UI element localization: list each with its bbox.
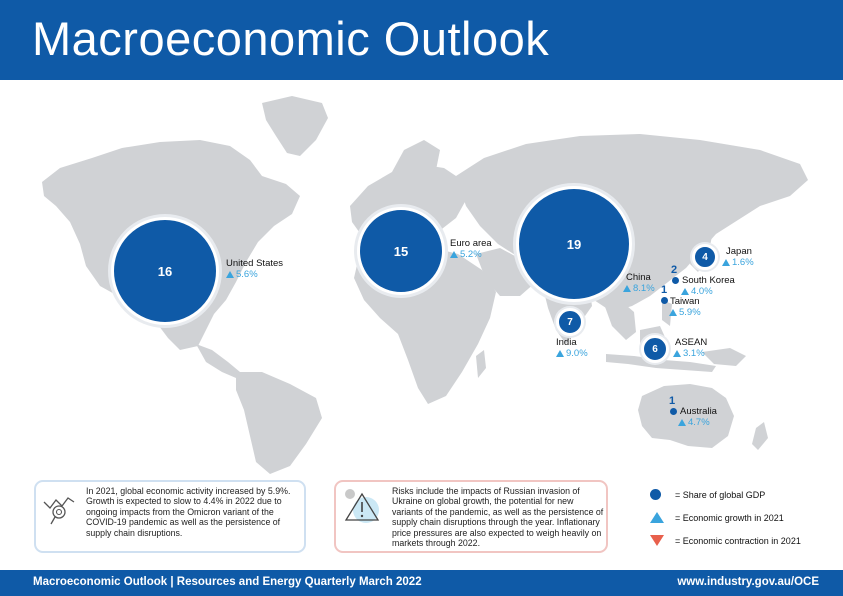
taiwan-growth: 5.9%	[669, 307, 701, 318]
south-america-shape	[236, 372, 322, 474]
asean-growth: 3.1%	[673, 348, 705, 359]
se-asia-shape	[604, 300, 636, 340]
taiwan-dot	[661, 297, 668, 304]
madagascar-shape	[476, 350, 486, 378]
legend-contraction-label: = Economic contraction in 2021	[675, 535, 801, 546]
activity-note-box	[34, 480, 306, 553]
growth-triangle-icon	[650, 512, 664, 523]
taiwan-label: Taiwan	[670, 296, 700, 307]
japan-label: Japan	[726, 246, 752, 257]
australia-growth-value: 4.7%	[688, 417, 710, 428]
growth-up-icon	[450, 251, 458, 258]
korea-share: 2	[671, 264, 678, 276]
legend-growth-label: = Economic growth in 2021	[675, 512, 784, 523]
india-growth-value: 9.0%	[566, 348, 588, 359]
growth-up-icon	[722, 259, 730, 266]
economic-activity-icon	[43, 497, 75, 525]
euro-growth-value: 5.2%	[460, 249, 482, 260]
legend-contraction: = Economic contraction in 2021	[650, 535, 801, 546]
legend-growth: = Economic growth in 2021	[650, 512, 784, 523]
euro-label: Euro area	[450, 238, 492, 249]
india-growth: 9.0%	[556, 348, 588, 359]
growth-up-icon	[673, 350, 681, 357]
china-gdp-share-bubble: 19	[516, 186, 632, 302]
legend-share: = Share of global GDP	[650, 489, 765, 500]
risks-note-text: Risks include the impacts of Russian inv…	[392, 486, 604, 549]
australia-dot	[670, 408, 677, 415]
asean-gdp-share-bubble: 6	[641, 335, 669, 363]
korea-dot	[672, 277, 679, 284]
new-guinea-shape	[702, 348, 746, 366]
contraction-triangle-icon	[650, 535, 664, 546]
korea-growth-value: 4.0%	[691, 286, 713, 297]
china-growth: 8.1%	[623, 283, 655, 294]
china-label: China	[626, 272, 651, 283]
risks-note-box	[334, 480, 608, 553]
footer-bar: Macroeconomic Outlook | Resources and En…	[0, 570, 843, 596]
us-gdp-share-bubble: 16	[111, 217, 219, 325]
china-growth-value: 8.1%	[633, 283, 655, 294]
korea-label: South Korea	[682, 275, 735, 286]
growth-up-icon	[681, 288, 689, 295]
japan-gdp-share-bubble: 4	[692, 244, 718, 270]
taiwan-growth-value: 5.9%	[679, 307, 701, 318]
growth-up-icon	[678, 419, 686, 426]
australia-growth: 4.7%	[678, 417, 710, 428]
footer-website-link[interactable]: www.industry.gov.au/OCE	[677, 576, 819, 588]
euro-gdp-share-bubble: 15	[357, 207, 445, 295]
scandinavia-shape	[392, 140, 440, 176]
gdp-share-circle-icon	[650, 489, 661, 500]
india-gdp-share-bubble: 7	[556, 308, 584, 336]
asean-growth-value: 3.1%	[683, 348, 705, 359]
risk-warning-icon	[344, 489, 380, 523]
taiwan-share: 1	[661, 284, 668, 296]
australia-share: 1	[669, 395, 676, 407]
activity-note-text: In 2021, global economic activity increa…	[86, 486, 291, 538]
euro-growth: 5.2%	[450, 249, 482, 260]
korea-growth: 4.0%	[681, 286, 713, 297]
australia-label: Australia	[680, 406, 717, 417]
central-america-shape	[196, 344, 240, 378]
growth-up-icon	[556, 350, 564, 357]
footer-title: Macroeconomic Outlook | Resources and En…	[33, 576, 422, 588]
asean-label: ASEAN	[675, 337, 708, 348]
growth-up-icon	[623, 285, 631, 292]
greenland-shape	[262, 96, 328, 156]
us-growth-value: 5.6%	[236, 269, 258, 280]
japan-growth-value: 1.6%	[732, 257, 754, 268]
india-label: India	[556, 337, 577, 348]
header-banner: Macroeconomic Outlook	[0, 0, 843, 80]
uk-shape	[356, 192, 372, 214]
growth-up-icon	[226, 271, 234, 278]
australia-shape	[638, 384, 734, 448]
legend-share-label: = Share of global GDP	[675, 489, 766, 500]
philippines-shape	[662, 300, 672, 326]
new-zealand-shape	[752, 422, 768, 450]
growth-up-icon	[669, 309, 677, 316]
page-title: Macroeconomic Outlook	[32, 12, 550, 65]
us-growth: 5.6%	[226, 269, 258, 280]
japan-growth: 1.6%	[722, 257, 754, 268]
us-label: United States	[226, 258, 284, 269]
